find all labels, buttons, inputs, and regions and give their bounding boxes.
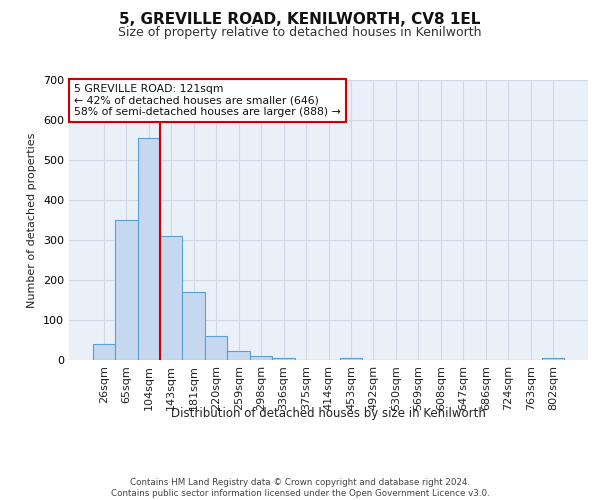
Bar	[340, 358, 362, 360]
Text: 5 GREVILLE ROAD: 121sqm
← 42% of detached houses are smaller (646)
58% of semi-d: 5 GREVILLE ROAD: 121sqm ← 42% of detache…	[74, 84, 341, 117]
Bar	[250, 356, 272, 360]
Text: Size of property relative to detached houses in Kenilworth: Size of property relative to detached ho…	[118, 26, 482, 39]
Bar	[92, 344, 115, 360]
Bar	[160, 236, 182, 360]
Bar	[205, 336, 227, 360]
Text: Contains HM Land Registry data © Crown copyright and database right 2024.
Contai: Contains HM Land Registry data © Crown c…	[110, 478, 490, 498]
Bar	[137, 138, 160, 360]
Y-axis label: Number of detached properties: Number of detached properties	[28, 132, 37, 308]
Text: Distribution of detached houses by size in Kenilworth: Distribution of detached houses by size …	[172, 408, 486, 420]
Text: 5, GREVILLE ROAD, KENILWORTH, CV8 1EL: 5, GREVILLE ROAD, KENILWORTH, CV8 1EL	[119, 12, 481, 28]
Bar	[115, 220, 137, 360]
Bar	[182, 292, 205, 360]
Bar	[227, 351, 250, 360]
Bar	[272, 358, 295, 360]
Bar	[542, 358, 565, 360]
